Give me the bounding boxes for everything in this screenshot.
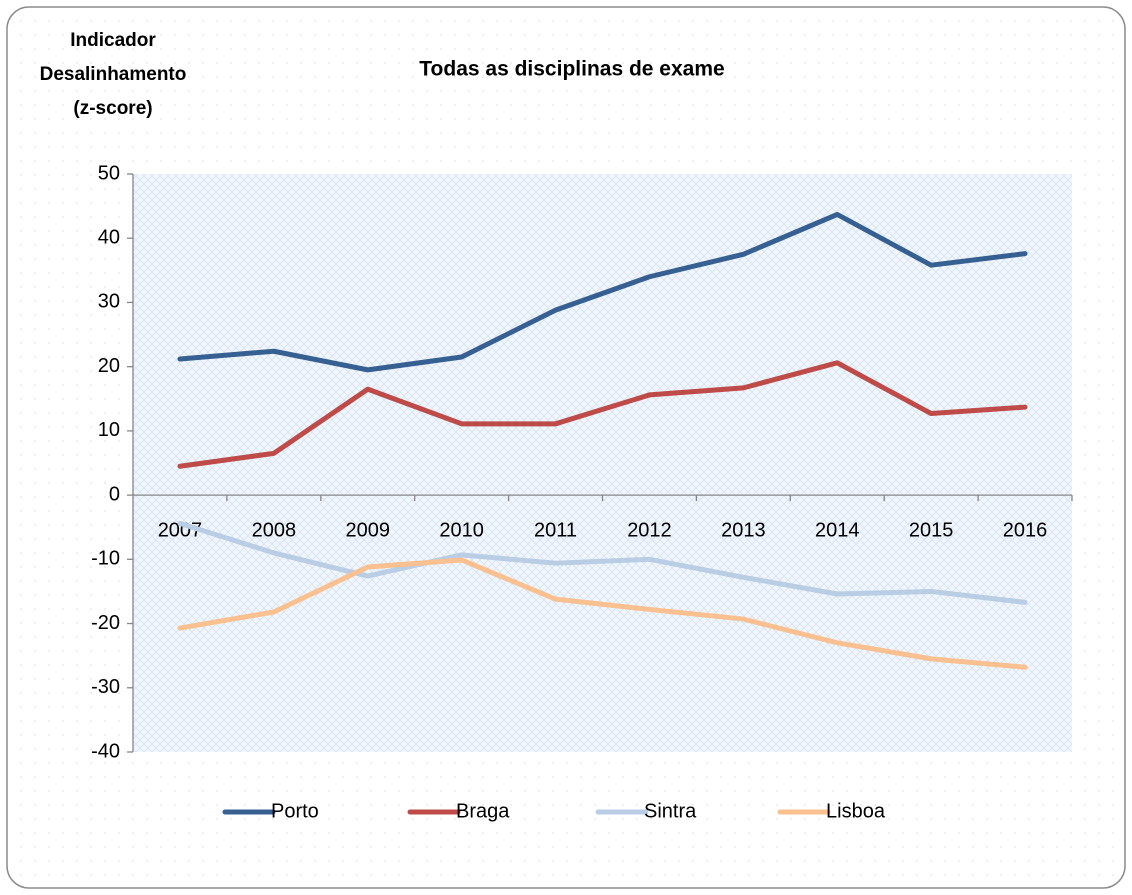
y-tick-label: -10 xyxy=(91,548,120,570)
x-tick-label: 2008 xyxy=(252,519,297,541)
x-tick-label: 2011 xyxy=(534,519,577,541)
y-axis-title: Desalinhamento xyxy=(40,64,187,85)
x-tick-label: 2013 xyxy=(721,519,766,541)
legend-label: Lisboa xyxy=(826,800,886,822)
x-tick-label: 2014 xyxy=(815,519,860,541)
x-tick-label: 2010 xyxy=(439,519,484,541)
series-line xyxy=(177,557,1028,670)
y-axis-title: Indicador xyxy=(70,30,156,51)
y-tick-label: -40 xyxy=(91,740,120,762)
legend-label: Porto xyxy=(271,800,319,822)
series-line xyxy=(177,520,1028,605)
legend-label: Sintra xyxy=(644,800,697,822)
plot-area xyxy=(133,174,1072,752)
chart-title: Todas as disciplinas de exame xyxy=(419,58,724,81)
y-tick-label: 50 xyxy=(98,162,120,184)
x-tick-label: 2009 xyxy=(346,519,391,541)
x-tick-label: 2012 xyxy=(627,519,672,541)
y-tick-label: 10 xyxy=(98,419,120,441)
y-tick-label: 30 xyxy=(98,291,120,313)
y-axis-title: (z-score) xyxy=(73,98,152,119)
x-tick-label: 2015 xyxy=(909,519,954,541)
x-tick-label: 2016 xyxy=(1003,519,1048,541)
y-tick-label: 0 xyxy=(109,483,120,505)
series-line xyxy=(177,211,1028,373)
series-line xyxy=(177,360,1028,469)
y-tick-label: 20 xyxy=(98,355,120,377)
legend-label: Braga xyxy=(456,800,510,822)
y-tick-label: -20 xyxy=(91,612,120,634)
y-tick-label: -30 xyxy=(91,676,120,698)
y-tick-label: 40 xyxy=(98,227,120,249)
